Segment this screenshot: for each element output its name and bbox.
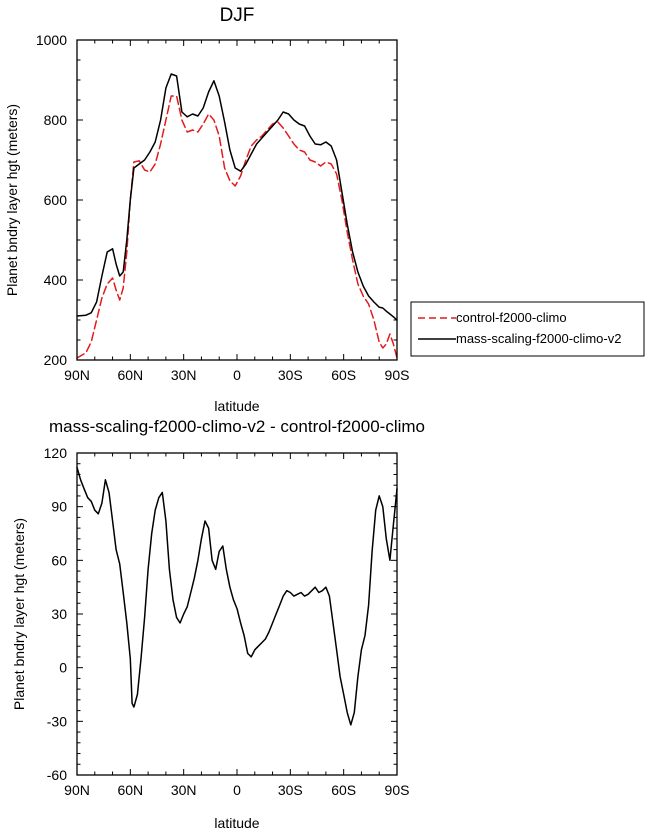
top-chart-x-tick-label: 60N bbox=[117, 367, 143, 383]
bottom-chart-title: mass-scaling-f2000-climo-v2 - control-f2… bbox=[49, 417, 425, 436]
bottom-chart-x-tick-label: 60N bbox=[117, 782, 143, 798]
top-chart-x-tick-label: 60S bbox=[331, 367, 356, 383]
bottom-chart-x-tick-label: 0 bbox=[233, 782, 241, 798]
top-chart-xlabel: latitude bbox=[214, 398, 259, 414]
top-chart-y-tick-label: 200 bbox=[44, 352, 68, 368]
legend-frame bbox=[410, 301, 645, 357]
top-chart-x-tick-label: 90S bbox=[385, 367, 410, 383]
bottom-chart-x-tick-label: 90S bbox=[385, 782, 410, 798]
bottom-chart-x-tick-label: 60S bbox=[331, 782, 356, 798]
bottom-chart-xlabel: latitude bbox=[214, 815, 259, 831]
bottom-chart-frame bbox=[76, 452, 398, 776]
legend-label-mass-scaling: mass-scaling-f2000-climo-v2 bbox=[456, 331, 621, 346]
bottom-chart-y-tick-label: 30 bbox=[51, 606, 67, 622]
bottom-chart-series bbox=[76, 466, 398, 726]
bottom-chart-x-tick-label: 30S bbox=[278, 782, 303, 798]
bottom-chart-y-tick-label: 120 bbox=[44, 445, 68, 461]
bottom-chart-ticks: 90N 60N 30N 0 30S 60S 90S -60 -30 0 30 60 90 120 bbox=[44, 445, 410, 798]
legend-label-control: control-f2000-climo bbox=[456, 310, 567, 325]
top-chart-series-line-2 bbox=[76, 73, 398, 321]
top-chart-ylabel: Planet bndry layer hgt (meters) bbox=[4, 104, 20, 296]
top-chart-ticks: 90N 60N 30N 0 30S 60S 90S 200 400 600 800 1000 bbox=[36, 32, 410, 383]
top-chart-x-tick-label: 0 bbox=[233, 367, 241, 383]
bottom-chart-y-tick-label: 90 bbox=[51, 499, 67, 515]
bottom-chart-y-tick-label: -30 bbox=[47, 713, 67, 729]
bottom-chart-y-tick-label: -60 bbox=[47, 767, 67, 783]
top-chart-series bbox=[76, 73, 398, 359]
bottom-chart-x-tick-label: 90N bbox=[64, 782, 90, 798]
top-chart-series-line-1 bbox=[76, 95, 398, 359]
top-chart-x-tick-label: 30N bbox=[171, 367, 197, 383]
bottom-chart-ylabel: Planet bndry layer hgt (meters) bbox=[11, 518, 27, 710]
top-chart-panel: DJF Planet bndry layer hgt (meters) lati… bbox=[4, 5, 409, 414]
top-chart-legend: control-f2000-climo mass-scaling-f2000-c… bbox=[410, 301, 645, 357]
bottom-chart-panel: mass-scaling-f2000-climo-v2 - control-f2… bbox=[11, 417, 425, 831]
bottom-chart-x-tick-label: 30N bbox=[171, 782, 197, 798]
top-chart-frame bbox=[76, 39, 398, 361]
top-chart-y-tick-label: 600 bbox=[44, 192, 68, 208]
top-chart-y-tick-label: 800 bbox=[44, 112, 68, 128]
top-chart-x-tick-label: 90N bbox=[64, 367, 90, 383]
top-chart-title: DJF bbox=[220, 5, 255, 26]
top-chart-y-tick-label: 1000 bbox=[36, 32, 67, 48]
top-chart-y-tick-label: 400 bbox=[44, 272, 68, 288]
bottom-chart-series-line-1 bbox=[76, 466, 398, 726]
bottom-chart-y-tick-label: 60 bbox=[51, 552, 67, 568]
bottom-chart-y-tick-label: 0 bbox=[59, 660, 67, 676]
top-chart-x-tick-label: 30S bbox=[278, 367, 303, 383]
